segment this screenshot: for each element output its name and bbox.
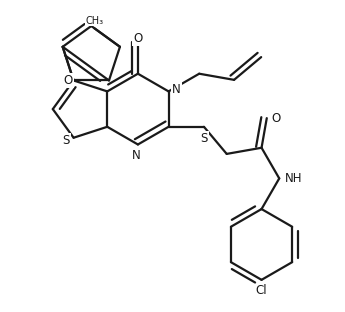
Text: Cl: Cl: [256, 285, 267, 297]
Text: N: N: [132, 149, 141, 162]
Text: S: S: [200, 132, 208, 145]
Text: NH: NH: [285, 172, 302, 185]
Text: N: N: [172, 83, 181, 96]
Text: O: O: [63, 74, 73, 87]
Text: O: O: [133, 32, 142, 45]
Text: CH₃: CH₃: [85, 16, 103, 26]
Text: O: O: [272, 112, 280, 124]
Text: S: S: [62, 134, 70, 147]
